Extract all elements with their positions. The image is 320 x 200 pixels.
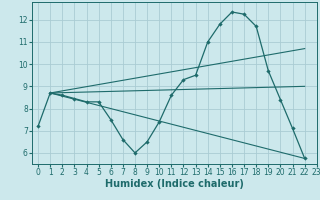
- X-axis label: Humidex (Indice chaleur): Humidex (Indice chaleur): [105, 179, 244, 189]
